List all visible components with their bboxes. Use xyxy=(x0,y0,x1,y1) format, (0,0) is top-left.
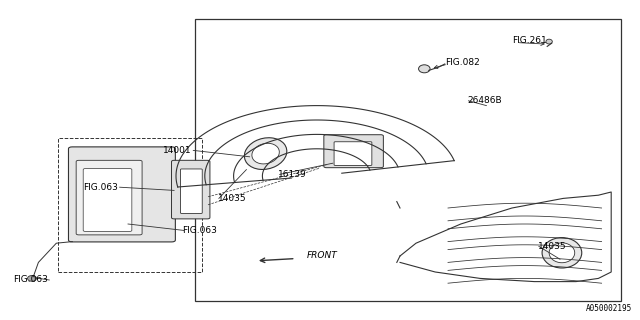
Text: FRONT: FRONT xyxy=(307,252,338,260)
Text: 16139: 16139 xyxy=(278,170,307,179)
Text: FIG.261: FIG.261 xyxy=(512,36,547,44)
Text: A050002195: A050002195 xyxy=(586,304,632,313)
FancyBboxPatch shape xyxy=(324,135,383,168)
Text: FIG.082: FIG.082 xyxy=(445,58,479,67)
Text: 14035: 14035 xyxy=(218,194,246,203)
Bar xyxy=(195,19,621,301)
Ellipse shape xyxy=(28,276,36,281)
FancyBboxPatch shape xyxy=(172,160,210,219)
FancyBboxPatch shape xyxy=(334,142,372,165)
Text: 14035: 14035 xyxy=(538,242,566,251)
FancyBboxPatch shape xyxy=(68,147,175,242)
Ellipse shape xyxy=(252,143,279,164)
FancyBboxPatch shape xyxy=(83,169,132,231)
Ellipse shape xyxy=(244,138,287,170)
FancyBboxPatch shape xyxy=(76,160,142,235)
Ellipse shape xyxy=(549,243,575,263)
Ellipse shape xyxy=(542,237,582,268)
Text: FIG.063: FIG.063 xyxy=(84,183,118,192)
Ellipse shape xyxy=(546,39,552,44)
Bar xyxy=(58,138,202,272)
FancyBboxPatch shape xyxy=(180,169,202,213)
Text: FIG.063: FIG.063 xyxy=(182,226,217,235)
Text: 26486B: 26486B xyxy=(467,96,502,105)
Ellipse shape xyxy=(419,65,430,73)
Text: 14001: 14001 xyxy=(163,146,192,155)
Text: FIG.063: FIG.063 xyxy=(13,276,48,284)
